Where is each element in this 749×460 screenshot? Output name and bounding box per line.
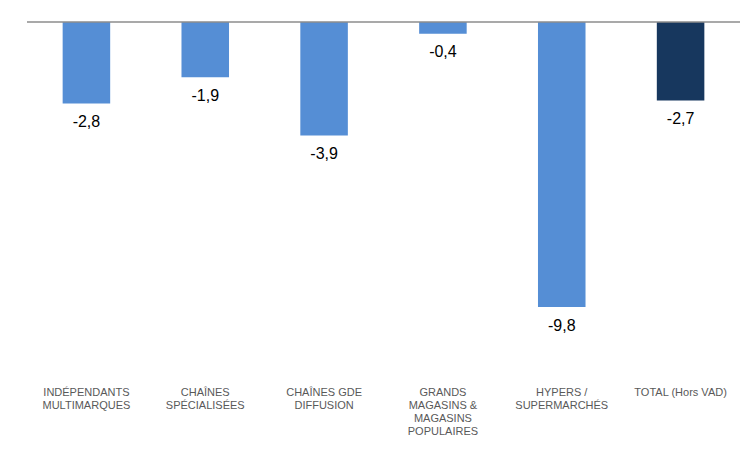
svg-text:DIFFUSION: DIFFUSION [294,399,353,411]
svg-text:INDÉPENDANTS: INDÉPENDANTS [43,386,129,398]
svg-text:-2,8: -2,8 [73,113,101,130]
svg-text:GRANDS: GRANDS [419,386,466,398]
svg-text:-9,8: -9,8 [548,317,576,334]
svg-text:CHAÎNES: CHAÎNES [181,386,230,398]
svg-text:CHAÎNES GDE: CHAÎNES GDE [286,386,362,398]
svg-text:HYPERS /: HYPERS / [536,386,588,398]
svg-text:MAGASINS &: MAGASINS & [409,399,478,411]
svg-text:-0,4: -0,4 [429,43,457,60]
svg-text:-1,9: -1,9 [191,87,219,104]
svg-text:TOTAL (Hors VAD): TOTAL (Hors VAD) [634,386,727,398]
svg-text:SUPERMARCHÉS: SUPERMARCHÉS [515,399,608,411]
svg-text:MAGASINS: MAGASINS [414,412,472,424]
svg-text:MULTIMARQUES: MULTIMARQUES [43,399,131,411]
svg-text:-2,7: -2,7 [667,110,695,127]
svg-text:POPULAIRES: POPULAIRES [408,425,478,437]
svg-text:SPÉCIALISÉES: SPÉCIALISÉES [166,399,245,411]
svg-text:-3,9: -3,9 [310,145,338,162]
